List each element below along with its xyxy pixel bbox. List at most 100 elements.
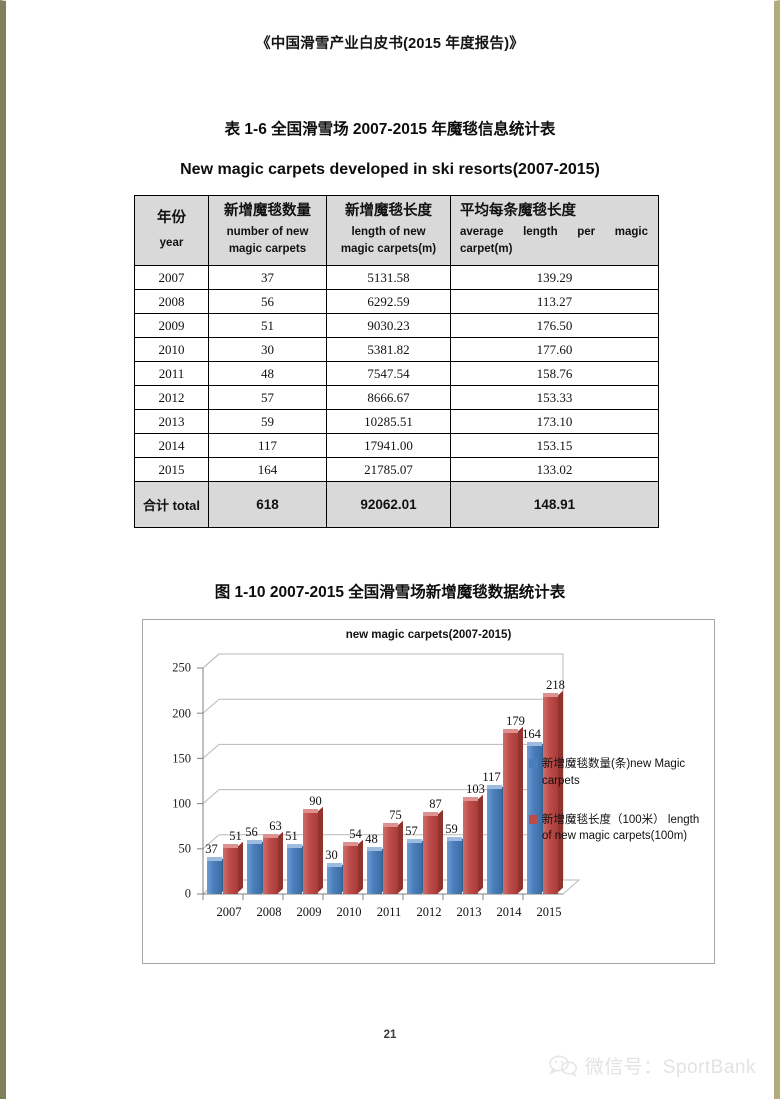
legend-label-series-1-line1: 新增魔毯数量(条)new Magic (542, 758, 686, 771)
table-cell-avg: 158.76 (450, 361, 659, 387)
chart-bar-side (438, 809, 443, 893)
legend-entry-series-2: 新增魔毯长度（100米） length of new magic carpets… (529, 812, 709, 845)
table-row: 2011 48 7547.54 158.76 (134, 361, 659, 387)
magic-carpet-table: 年份 year 新增魔毯数量 number of new magic carpe… (134, 194, 659, 529)
chart-data-label: 56 (245, 824, 258, 839)
table-cell-year: 2007 (134, 265, 209, 291)
chart-x-tick-label: 2013 (456, 905, 482, 920)
table-cell-year: 2012 (134, 385, 209, 411)
chart-bar-length (463, 795, 483, 895)
column-header-length-en-line2: magic carpets(m) (340, 242, 437, 255)
page-canvas: 《中国滑雪产业白皮书(2015 年度报告)》 表 1-6 全国滑雪场 2007-… (6, 1, 774, 1099)
chart-bar-count (247, 837, 267, 895)
chart-bar-face (543, 697, 558, 895)
chart-bar-side (358, 839, 363, 893)
chart-bar-top (423, 811, 438, 816)
table-cell-avg: 113.27 (450, 289, 659, 315)
chart-data-label: 54 (349, 826, 362, 841)
watermark: 微信号：SportBank (548, 1052, 756, 1079)
chart-bar-top (263, 833, 278, 838)
table-cell-year: 2008 (134, 289, 209, 315)
chart-bar-count (487, 782, 507, 895)
column-header-average-cn: 平均每条魔毯长度 (460, 203, 576, 219)
chart-bar-count (367, 844, 387, 895)
chart-container: new magic carpets(2007-2015) 0 50 100 150 20… (142, 619, 716, 965)
chart-x-tick-label: 2014 (496, 905, 522, 920)
table-cell-count: 30 (208, 337, 327, 363)
chart-x-tick-label: 2007 (216, 905, 242, 920)
chart-bar-face (367, 851, 382, 895)
table-cell-avg: 139.29 (450, 265, 659, 291)
chart-data-label: 51 (285, 829, 298, 844)
table-row: 2010 30 5381.82 177.60 (134, 337, 659, 363)
table-cell-year: 2009 (134, 313, 209, 339)
chart-bar-count (327, 861, 347, 895)
chart-data-label: 59 (445, 822, 458, 837)
chart-data-label: 57 (405, 823, 418, 838)
table-cell-length: 8666.67 (326, 385, 451, 411)
table-cell-avg: 133.02 (450, 457, 659, 483)
table-cell-length: 10285.51 (326, 409, 451, 435)
chart-data-label: 30 (325, 848, 338, 863)
column-header-average-en-line1: average length per magic (460, 226, 648, 239)
chart-bar-length (263, 831, 283, 895)
table-title-cn: 表 1-6 全国滑雪场 2007-2015 年魔毯信息统计表 (224, 121, 556, 138)
chart-bar-face (463, 801, 478, 895)
chart-x-tick-label: 2010 (336, 905, 362, 920)
chart-bar-face (223, 848, 238, 895)
column-header-length-cn: 新增魔毯长度 (345, 203, 432, 219)
legend-label-series-1-line2: carpets (542, 775, 580, 788)
table-total-length: 92062.01 (326, 481, 451, 529)
table-cell-count: 37 (208, 265, 327, 291)
chart-bar-count (447, 834, 467, 895)
chart-legend: 新增魔毯数量(条)new Magic carpets 新增魔毯长度（100米） … (529, 756, 709, 867)
column-header-year-en: year (159, 237, 184, 250)
legend-label-series-2-line1: 新增魔毯长度（100米） (542, 813, 665, 826)
chart-bar-length (303, 806, 323, 895)
chart-bar-top (487, 784, 502, 789)
chart-bar-side (238, 842, 243, 893)
chart-data-label: 48 (365, 832, 378, 847)
table-cell-count: 57 (208, 385, 327, 411)
chart-bars-layer: 2007 37 51 2008 56 63 2009 51 90 2010 30 54 2011 48 75… (143, 644, 716, 962)
table-row: 2013 59 10285.51 173.10 (134, 409, 659, 435)
chart-plot-area: 0 50 100 150 200 250 2007 37 51 2008 56 63 2009 51 90… (143, 644, 716, 962)
chart-y-tick-label: 0 (184, 886, 191, 901)
table-total-avg: 148.91 (450, 481, 659, 529)
chart-bar-top (287, 844, 302, 849)
chart-data-label: 37 (205, 842, 218, 857)
chart-y-tick-label: 100 (172, 796, 191, 811)
table-cell-year: 2013 (134, 409, 209, 435)
chart-x-tick-label: 2015 (536, 905, 562, 920)
legend-swatch-icon-blue (529, 759, 538, 769)
column-header-year-cn: 年份 (157, 210, 186, 227)
chart-data-label: 90 (309, 794, 322, 809)
chart-bar-face (263, 837, 278, 895)
running-head: 《中国滑雪产业白皮书(2015 年度报告)》 (256, 36, 524, 52)
table-cell-count: 56 (208, 289, 327, 315)
table-cell-length: 21785.07 (326, 457, 451, 483)
table-row: 2015 164 21785.07 133.02 (134, 457, 659, 483)
table-cell-count: 164 (208, 457, 327, 483)
chart-bar-top (247, 839, 262, 844)
chart-data-label: 63 (269, 818, 282, 833)
chart-data-label: 164 (522, 727, 541, 742)
chart-bar-top (527, 742, 542, 747)
table-cell-year: 2011 (134, 361, 209, 387)
legend-label-series-2-line3: carpets(100m) (612, 830, 688, 843)
watermark-text: 微信号：SportBank (584, 1057, 756, 1078)
chart-bar-face (207, 861, 222, 895)
column-header-count-en-line1: number of new (226, 226, 309, 239)
table-cell-avg: 177.60 (450, 337, 659, 363)
chart-y-axis-labels: 0 50 100 150 200 250 (157, 644, 191, 962)
chart-y-tick-label: 150 (172, 751, 191, 766)
chart-bar-face (447, 841, 462, 895)
chart-data-label: 75 (389, 807, 402, 822)
chart-x-tick-label: 2009 (296, 905, 322, 920)
column-header-average: 平均每条魔毯长度 average length per magic carpet… (450, 194, 659, 267)
chart-bar-side (478, 795, 483, 893)
chart-bar-length (343, 839, 363, 895)
chart-bar-top (407, 838, 422, 843)
table-row: 2012 57 8666.67 153.33 (134, 385, 659, 411)
